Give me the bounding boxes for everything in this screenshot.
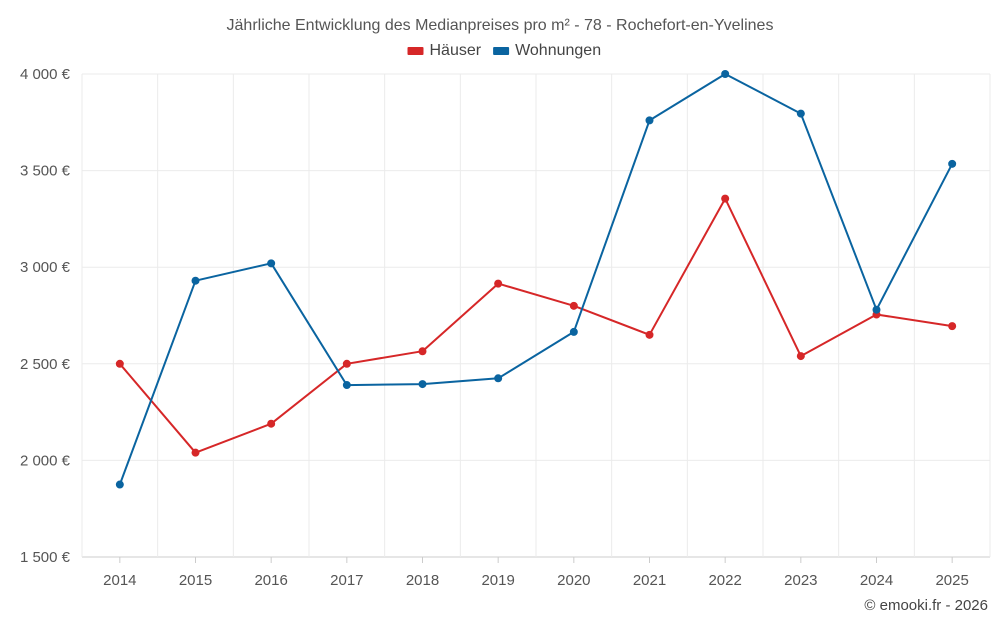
data-point-haeuser[interactable] [115, 359, 124, 368]
y-tick-label: 2 500 € [20, 356, 71, 373]
legend-label-wohnungen[interactable]: Wohnungen [515, 42, 601, 59]
x-tick-label: 2017 [330, 572, 363, 589]
y-tick-label: 3 500 € [20, 163, 71, 180]
data-point-haeuser[interactable] [796, 352, 805, 361]
x-tick-label: 2016 [254, 572, 287, 589]
chart-title: Jährliche Entwicklung des Medianpreises … [227, 17, 774, 34]
data-point-wohnungen[interactable] [569, 327, 578, 336]
data-point-wohnungen[interactable] [494, 374, 503, 383]
grid [81, 73, 991, 558]
data-point-haeuser[interactable] [569, 301, 578, 310]
data-point-haeuser[interactable] [418, 347, 427, 356]
x-tick-label: 2021 [633, 572, 666, 589]
x-tick-label: 2023 [784, 572, 817, 589]
x-tick-label: 2015 [179, 572, 212, 589]
x-tick-label: 2018 [406, 572, 439, 589]
data-point-wohnungen[interactable] [645, 116, 654, 125]
data-point-wohnungen[interactable] [796, 109, 805, 118]
x-tick-label: 2020 [557, 572, 590, 589]
legend-label-haeuser[interactable]: Häuser [430, 42, 482, 59]
data-point-wohnungen[interactable] [418, 380, 427, 389]
credit-label: © emooki.fr - 2026 [864, 597, 988, 614]
legend-swatch-haeuser [407, 47, 424, 55]
y-axis: 1 500 € 2 000 € 2 500 € 3 000 € 3 500 € 4 000… [20, 66, 71, 566]
data-point-haeuser[interactable] [645, 330, 654, 339]
data-point-wohnungen[interactable] [267, 259, 276, 268]
data-point-haeuser[interactable] [342, 359, 351, 368]
data-point-wohnungen[interactable] [948, 159, 957, 168]
data-point-wohnungen[interactable] [872, 305, 881, 314]
series-line-wohnungen [118, 73, 954, 485]
x-tick-label: 2019 [481, 572, 514, 589]
y-tick-label: 1 500 € [20, 549, 71, 566]
data-point-haeuser[interactable] [267, 419, 276, 428]
data-point-wohnungen[interactable] [191, 276, 200, 285]
series-line-haeuser [119, 197, 953, 454]
x-axis: 2014 2015 2016 2017 2018 2019 2020 2021 2022 2023… [103, 557, 969, 589]
series-group [115, 70, 957, 489]
x-tick-label: 2024 [860, 572, 893, 589]
data-point-haeuser[interactable] [191, 448, 200, 457]
data-point-haeuser[interactable] [948, 322, 957, 331]
data-point-haeuser[interactable] [494, 279, 503, 288]
data-point-haeuser[interactable] [721, 194, 730, 203]
data-point-wohnungen[interactable] [115, 480, 124, 489]
x-tick-label: 2022 [708, 572, 741, 589]
y-tick-label: 3 000 € [20, 259, 71, 276]
data-point-wohnungen[interactable] [721, 70, 730, 78]
y-tick-label: 2 000 € [20, 452, 71, 469]
y-tick-label: 4 000 € [20, 66, 71, 83]
x-tick-label: 2014 [103, 572, 136, 589]
data-point-wohnungen[interactable] [342, 381, 351, 390]
legend: Häuser Wohnungen [407, 42, 601, 59]
legend-swatch-wohnungen [493, 47, 510, 55]
x-tick-label: 2025 [935, 572, 968, 589]
